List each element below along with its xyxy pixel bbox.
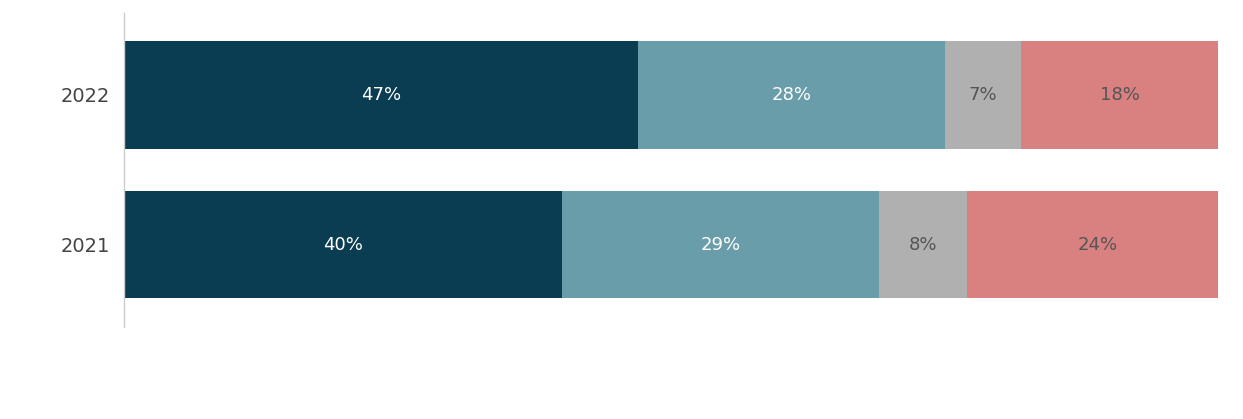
Text: 7%: 7% (968, 86, 997, 104)
Text: 47%: 47% (362, 86, 401, 104)
Bar (124, 191, 562, 298)
Text: 28%: 28% (772, 86, 812, 104)
Bar (124, 41, 639, 149)
Text: 40%: 40% (323, 235, 363, 253)
Text: 29%: 29% (700, 235, 741, 253)
Bar (1022, 41, 1218, 149)
Bar (945, 41, 1022, 149)
Text: 18%: 18% (1100, 86, 1140, 104)
Text: 8%: 8% (909, 235, 937, 253)
Bar (967, 191, 1229, 298)
Bar (562, 191, 879, 298)
Bar (879, 191, 967, 298)
Bar (639, 41, 945, 149)
Text: 24%: 24% (1078, 235, 1117, 253)
